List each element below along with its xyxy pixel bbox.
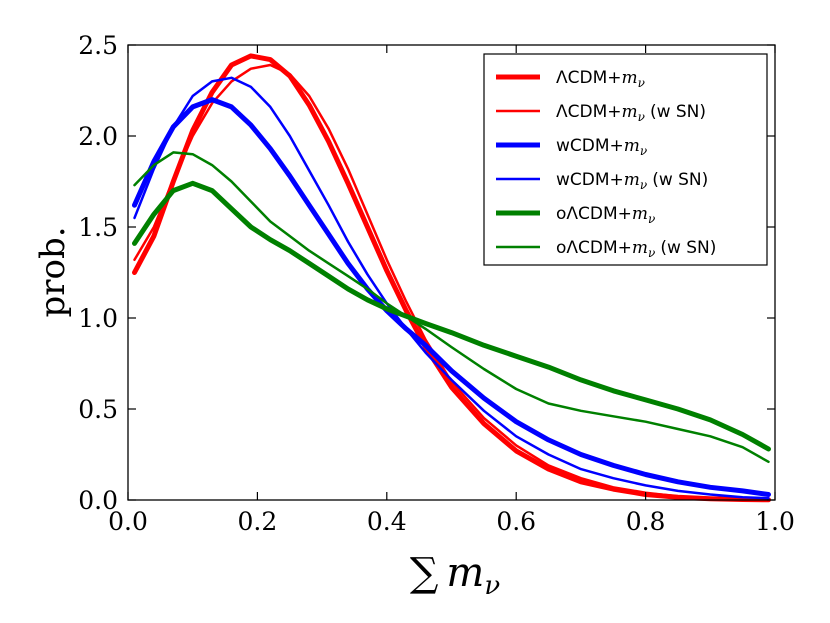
- y-tick-label: 0.5: [78, 395, 118, 424]
- y-tick-label: 0.0: [78, 486, 118, 515]
- y-tick-label: 1.0: [78, 304, 118, 333]
- y-axis-label: prob.: [33, 226, 73, 317]
- legend-entry-6: oΛCDM+mν (w SN): [556, 238, 716, 260]
- legend-entry-2: ΛCDM+mν (w SN): [556, 102, 706, 124]
- series-line-1: [132, 53, 771, 503]
- y-tick-label: 1.5: [78, 213, 118, 242]
- series-line-5: [132, 180, 771, 452]
- plot-frame: [127, 44, 776, 501]
- plot-curves: [132, 53, 771, 503]
- legend-entry-3: wCDM+mν: [556, 136, 647, 158]
- x-tick-label: 0.2: [238, 507, 278, 536]
- x-tick-label: 0.0: [108, 507, 148, 536]
- series-line-6: [133, 151, 770, 464]
- x-axis-label: ∑ mν: [410, 550, 501, 601]
- x-tick-label: 0.4: [367, 507, 407, 536]
- y-tick-label: 2.0: [78, 122, 118, 151]
- x-tick-label: 0.6: [496, 507, 536, 536]
- legend-entry-1: ΛCDM+mν: [556, 68, 645, 90]
- legend: ΛCDM+mν ΛCDM+mν (w SN) wCDM+mν wCDM+mν (w SN)…: [483, 53, 768, 266]
- series-line-2: [133, 63, 770, 501]
- x-tick-label: 1.0: [755, 507, 795, 536]
- legend-frame: [483, 53, 768, 266]
- legend-entry-4: wCDM+mν (w SN): [556, 170, 708, 192]
- legend-entry-5: oΛCDM+mν: [556, 204, 655, 226]
- x-tick-label: 0.8: [626, 507, 666, 536]
- axis-ticks: 0.0 0.2 0.4 0.6 0.8 1.0 0.0 0.5 1.0 1.5 2.0 2.5: [78, 31, 795, 536]
- y-tick-label: 2.5: [78, 31, 118, 60]
